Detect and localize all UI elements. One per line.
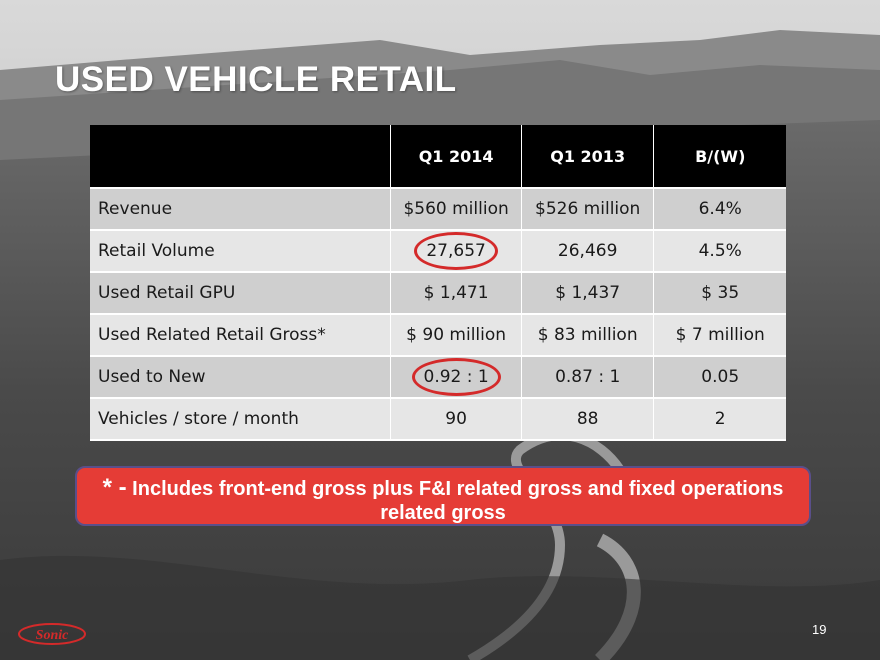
cell-q1-2013: 0.87 : 1 (521, 356, 655, 399)
row-label: Retail Volume (90, 230, 392, 273)
table-row: Used Retail GPU $ 1,471 $ 1,437 $ 35 (90, 272, 786, 315)
cell-bw: 0.05 (653, 356, 786, 399)
cell-bw: 2 (653, 398, 786, 441)
cell-q1-2014: $560 million (390, 188, 522, 231)
header-metric (90, 125, 392, 189)
circled-value: 27,657 (414, 232, 499, 270)
table-row: Retail Volume 27,657 26,469 4.5% (90, 230, 786, 273)
table-header-row: Q1 2014 Q1 2013 B/(W) (90, 125, 786, 189)
cell-q1-2014: 0.92 : 1 (390, 356, 522, 399)
cell-q1-2013: $ 83 million (521, 314, 655, 357)
footnote-marker: * - (102, 474, 127, 501)
header-bw: B/(W) (653, 125, 786, 189)
row-label: Used Related Retail Gross* (90, 314, 392, 357)
footnote-box: * - Includes front-end gross plus F&I re… (75, 466, 811, 526)
table-row: Vehicles / store / month 90 88 2 (90, 398, 786, 441)
cell-q1-2014: 90 (390, 398, 522, 441)
logo-text: Sonic (36, 628, 69, 643)
circled-value: 0.92 : 1 (411, 358, 501, 396)
footnote-text: Includes front-end gross plus F&I relate… (132, 478, 784, 524)
table-row: Used to New 0.92 : 1 0.87 : 1 0.05 (90, 356, 786, 399)
page-number: 19 (812, 622, 827, 637)
header-q1-2014: Q1 2014 (390, 125, 522, 189)
cell-q1-2013: $526 million (521, 188, 655, 231)
cell-q1-2013: $ 1,437 (521, 272, 655, 315)
cell-q1-2013: 88 (521, 398, 655, 441)
company-logo: Sonic (18, 623, 86, 645)
row-label: Used Retail GPU (90, 272, 392, 315)
cell-bw: 6.4% (653, 188, 786, 231)
cell-q1-2014: $ 1,471 (390, 272, 522, 315)
table-row: Revenue $560 million $526 million 6.4% (90, 188, 786, 231)
row-label: Vehicles / store / month (90, 398, 392, 441)
header-q1-2013: Q1 2013 (521, 125, 655, 189)
slide-title: USED VEHICLE RETAIL (55, 60, 457, 99)
cell-q1-2014: 27,657 (390, 230, 522, 273)
table-row: Used Related Retail Gross* $ 90 million … (90, 314, 786, 357)
cell-bw: $ 7 million (653, 314, 786, 357)
row-label: Revenue (90, 188, 392, 231)
cell-q1-2013: 26,469 (521, 230, 655, 273)
cell-bw: 4.5% (653, 230, 786, 273)
row-label: Used to New (90, 356, 392, 399)
metrics-table: Q1 2014 Q1 2013 B/(W) Revenue $560 milli… (90, 125, 786, 441)
cell-bw: $ 35 (653, 272, 786, 315)
cell-q1-2014: $ 90 million (390, 314, 522, 357)
